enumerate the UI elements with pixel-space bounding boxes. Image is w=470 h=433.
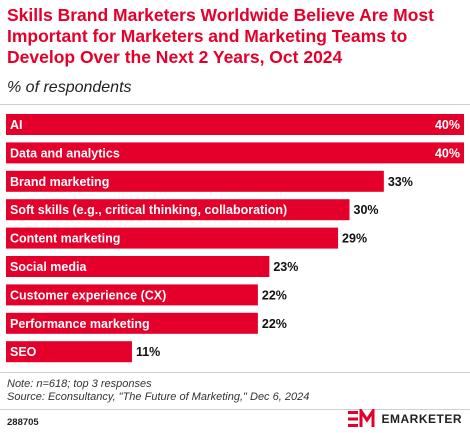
brand-lockup: EMARKETER [348, 409, 462, 429]
category-label: Data and analytics [10, 146, 120, 160]
bar [6, 170, 384, 192]
bar [6, 341, 132, 363]
value-label: 40% [435, 118, 460, 132]
bar [6, 312, 258, 334]
bar [6, 284, 258, 306]
source-text: Source: Econsultancy, "The Future of Mar… [7, 391, 310, 403]
category-label: Customer experience (CX) [10, 288, 166, 302]
brand-name: EMARKETER [381, 412, 462, 426]
bar [6, 199, 350, 221]
chart-id: 288705 [7, 417, 39, 428]
chart-title: Skills Brand Marketers Worldwide Believe… [7, 5, 434, 67]
bar [6, 114, 464, 135]
value-label: 30% [354, 203, 379, 217]
bar-chart: AI 40% Data and analytics 40% Brand marketin… [6, 114, 464, 363]
value-label: 23% [273, 260, 298, 274]
bottom-divider [0, 372, 470, 373]
top-divider [0, 104, 470, 105]
category-label: Soft skills (e.g., critical thinking, co… [10, 203, 287, 217]
bar [6, 256, 270, 277]
category-label: Brand marketing [10, 175, 109, 189]
emarketer-logo-icon [348, 409, 375, 427]
value-label: 29% [342, 232, 367, 246]
category-label: Social media [10, 260, 87, 274]
value-label: 11% [136, 345, 160, 359]
category-label: SEO [10, 345, 37, 359]
category-label: Content marketing [10, 232, 120, 246]
chart-subtitle: % of respondents [7, 79, 132, 96]
value-label: 22% [262, 288, 287, 302]
value-label: 22% [262, 317, 287, 331]
note-text: Note: n=618; top 3 responses [7, 378, 152, 390]
value-label: 40% [435, 146, 460, 160]
value-label: 33% [388, 175, 413, 189]
category-label: AI [10, 118, 23, 132]
bar [6, 227, 339, 249]
bar [6, 142, 464, 164]
footer-divider [0, 409, 470, 410]
category-label: Performance marketing [10, 317, 150, 331]
chart-notes: Note: n=618; top 3 responses Source: Eco… [7, 378, 309, 404]
